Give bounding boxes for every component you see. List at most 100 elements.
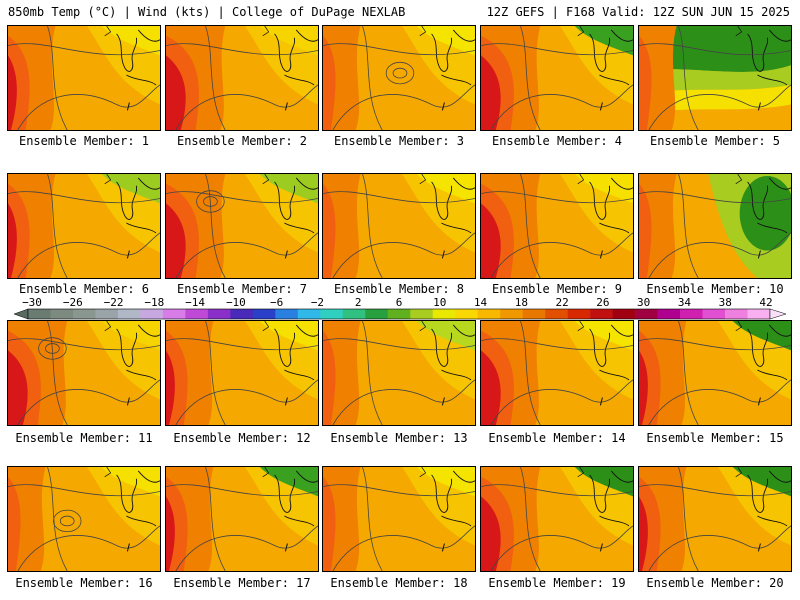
state-border: [262, 26, 270, 37]
hot-core: [639, 350, 648, 425]
ensemble-member-label: Ensemble Member: 17: [173, 576, 311, 590]
wind-barb: [599, 250, 603, 259]
height-contour: [520, 467, 541, 571]
colorbar-swatch: [28, 309, 51, 319]
temp-field-north: [259, 467, 318, 497]
height-contour: [520, 321, 541, 425]
ensemble-member-label: Ensemble Member: 2: [176, 134, 308, 148]
colorbar-swatch: [252, 309, 276, 319]
temp-field-north: [416, 321, 475, 351]
great-lakes-outline: [747, 177, 791, 234]
great-lakes-outline: [431, 470, 475, 527]
colorbar-tick-label: 6: [395, 296, 403, 309]
hot-core: [8, 55, 17, 130]
closed-contour: [385, 61, 415, 85]
colorbar-tick-label: −10: [225, 296, 246, 309]
wind-barb: [126, 397, 130, 406]
great-lakes-outline: [747, 470, 791, 527]
height-contour: [332, 84, 475, 130]
colorbar-swatch: [702, 309, 726, 319]
colorbar-swatch: [410, 309, 434, 319]
height-contour: [332, 379, 475, 425]
temperature-map: [481, 26, 633, 130]
colorbar-swatch: [455, 309, 478, 319]
temperature-map: [639, 321, 791, 425]
wind-barb: [599, 397, 603, 406]
height-contour: [323, 191, 475, 204]
colorbar-swatch: [500, 309, 523, 319]
height-contour: [520, 174, 541, 278]
state-border: [419, 467, 427, 478]
great-lakes-outline: [116, 470, 160, 527]
height-contour: [648, 379, 791, 425]
temperature-map: [166, 321, 318, 425]
state-border: [419, 321, 427, 332]
wind-barb: [757, 102, 761, 111]
height-contour: [481, 191, 633, 204]
ensemble-member-map: [638, 173, 792, 279]
height-contour: [639, 43, 791, 56]
colorbar-swatch: [342, 309, 366, 319]
height-contour: [323, 43, 475, 56]
great-lakes-outline: [274, 29, 318, 86]
great-lakes-outline: [274, 470, 318, 527]
hot-core: [166, 496, 175, 571]
height-contour: [639, 338, 791, 351]
run-valid-time: 12Z GEFS | F168 Valid: 12Z SUN JUN 15 20…: [486, 5, 790, 19]
hot-core: [8, 350, 28, 425]
height-contour: [648, 525, 791, 571]
height-contour: [17, 525, 160, 571]
height-contour: [678, 174, 699, 278]
colorbar-tick-label: 10: [433, 296, 447, 309]
height-contour: [17, 232, 160, 278]
temp-field-north: [416, 26, 475, 56]
colorbar-swatch: [635, 309, 658, 319]
height-contour: [205, 467, 226, 571]
height-contour: [332, 525, 475, 571]
ensemble-member-label: Ensemble Member: 8: [333, 282, 465, 296]
ensemble-member-label: Ensemble Member: 19: [488, 576, 626, 590]
ensemble-member-map: [480, 320, 634, 426]
hot-tongue: [323, 330, 336, 425]
colorbar-swatch: [657, 309, 681, 319]
hot-tongue: [323, 476, 336, 571]
ensemble-member-map: [638, 320, 792, 426]
colorbar-tick-label: 22: [555, 296, 569, 309]
colorbar-strip: [13, 308, 787, 320]
ensemble-member-map: [322, 25, 476, 131]
colorbar-tick-label: 26: [596, 296, 610, 309]
hot-core: [166, 203, 186, 278]
ensemble-member-map: [480, 466, 634, 572]
height-contour: [8, 338, 160, 351]
colorbar-swatch: [365, 309, 389, 319]
colorbar-swatch: [320, 309, 344, 319]
temp-field-north: [259, 321, 318, 351]
transition-region: [639, 65, 791, 95]
ensemble-member-label: Ensemble Member: 14: [488, 431, 626, 445]
ensemble-member-label: Ensemble Member: 4: [491, 134, 623, 148]
great-lakes-outline: [589, 324, 633, 381]
great-lakes-outline: [589, 177, 633, 234]
temperature-colorbar: −30 −26 −22 −18 −14 −10 −6 −2 2 6 10 14 18 22 26 30 34 38…: [0, 296, 800, 320]
colorbar-tick-label: 30: [637, 296, 651, 309]
height-contour: [8, 191, 160, 204]
hot-tongue: [639, 183, 652, 278]
colorbar-swatch: [230, 309, 254, 319]
header-bar: 850mb Temp (°C) | Wind (kts) | College o…: [0, 0, 800, 22]
colorbar-swatch: [50, 309, 74, 319]
height-contour: [47, 174, 68, 278]
temperature-map: [166, 174, 318, 278]
height-contour: [8, 43, 160, 56]
wind-barb: [441, 102, 445, 111]
ensemble-member-map: [7, 320, 161, 426]
ensemble-member-map: [322, 466, 476, 572]
ensemble-member-map: [638, 466, 792, 572]
height-contour: [362, 467, 383, 571]
closed-contour: [203, 196, 218, 207]
warm-region: [639, 84, 791, 115]
height-contour: [166, 338, 318, 351]
ensemble-member-map: [638, 25, 792, 131]
colorbar-max-arrow: [769, 308, 787, 320]
state-border: [735, 26, 743, 37]
colorbar-tick-label: −2: [310, 296, 325, 309]
